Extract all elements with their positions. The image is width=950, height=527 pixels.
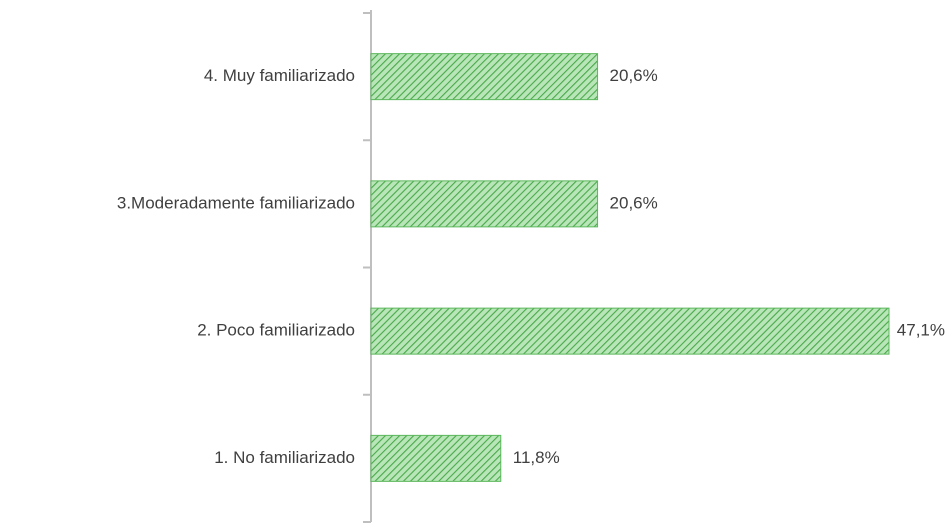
data-label: 20,6% — [610, 66, 658, 85]
bar — [370, 307, 890, 355]
data-label: 47,1% — [897, 321, 945, 340]
category-label: 3.Moderadamente familiarizado — [117, 193, 355, 212]
category-label: 2. Poco familiarizado — [197, 321, 355, 340]
category-label: 4. Muy familiarizado — [204, 66, 355, 85]
bar — [370, 53, 599, 101]
data-label: 11,8% — [513, 448, 560, 467]
bar — [370, 434, 502, 482]
category-label: 1. No familiarizado — [214, 448, 355, 467]
data-label: 20,6% — [610, 193, 658, 212]
bar — [370, 180, 599, 228]
